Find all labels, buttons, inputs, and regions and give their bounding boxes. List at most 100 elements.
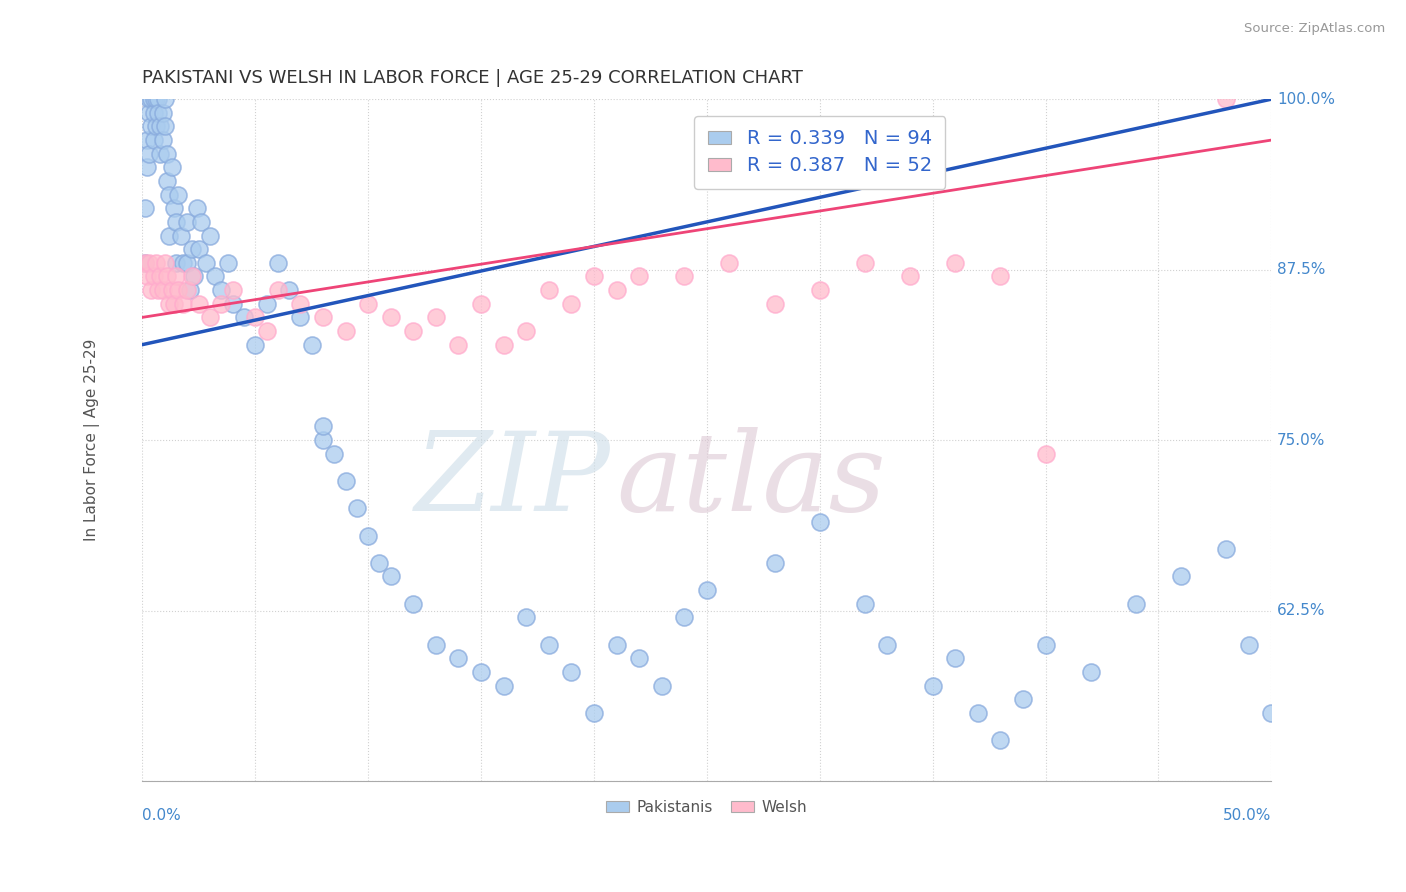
Point — [312, 310, 335, 325]
Point — [160, 161, 183, 175]
Point — [301, 337, 323, 351]
Point — [198, 310, 221, 325]
Point — [153, 92, 176, 106]
Point — [149, 120, 172, 134]
Point — [172, 256, 194, 270]
Point — [141, 283, 163, 297]
Point — [267, 283, 290, 297]
Point — [1125, 597, 1147, 611]
Point — [1080, 665, 1102, 679]
Point — [335, 474, 357, 488]
Point — [165, 256, 187, 270]
Point — [346, 501, 368, 516]
Point — [808, 283, 831, 297]
Text: In Labor Force | Age 25-29: In Labor Force | Age 25-29 — [83, 339, 100, 541]
Point — [172, 297, 194, 311]
Point — [181, 242, 204, 256]
Point — [1237, 638, 1260, 652]
Point — [153, 256, 176, 270]
Point — [492, 337, 515, 351]
Point — [198, 228, 221, 243]
Point — [380, 310, 402, 325]
Point — [138, 92, 160, 106]
Point — [179, 283, 201, 297]
Point — [808, 515, 831, 529]
Point — [425, 638, 447, 652]
Point — [898, 269, 921, 284]
Point — [673, 610, 696, 624]
Point — [582, 269, 605, 284]
Point — [966, 706, 988, 720]
Point — [380, 569, 402, 583]
Point — [142, 105, 165, 120]
Point — [160, 283, 183, 297]
Point — [142, 133, 165, 147]
Point — [278, 283, 301, 297]
Point — [1282, 747, 1305, 761]
Text: 50.0%: 50.0% — [1223, 808, 1271, 823]
Point — [163, 297, 186, 311]
Point — [560, 297, 582, 311]
Point — [763, 297, 786, 311]
Point — [146, 105, 169, 120]
Point — [1305, 665, 1327, 679]
Point — [221, 297, 243, 311]
Point — [696, 583, 718, 598]
Point — [170, 228, 193, 243]
Text: 87.5%: 87.5% — [1277, 262, 1326, 277]
Point — [209, 283, 232, 297]
Point — [138, 105, 160, 120]
Point — [156, 146, 179, 161]
Text: 0.0%: 0.0% — [142, 808, 181, 823]
Point — [135, 161, 157, 175]
Point — [153, 120, 176, 134]
Point — [312, 419, 335, 434]
Point — [142, 92, 165, 106]
Point — [145, 92, 167, 106]
Point — [651, 679, 673, 693]
Point — [447, 337, 470, 351]
Point — [245, 337, 267, 351]
Point — [1035, 638, 1057, 652]
Point — [402, 324, 425, 338]
Point — [152, 283, 174, 297]
Point — [146, 92, 169, 106]
Point — [135, 133, 157, 147]
Point — [176, 215, 198, 229]
Point — [156, 174, 179, 188]
Point — [145, 120, 167, 134]
Point — [176, 283, 198, 297]
Point — [134, 256, 156, 270]
Point — [165, 215, 187, 229]
Point — [1215, 92, 1237, 106]
Point — [537, 283, 560, 297]
Point — [134, 256, 156, 270]
Point — [142, 269, 165, 284]
Point — [181, 269, 204, 284]
Point — [159, 187, 181, 202]
Point — [187, 242, 209, 256]
Point — [138, 256, 160, 270]
Point — [988, 733, 1011, 747]
Point — [853, 256, 876, 270]
Point — [1012, 692, 1035, 706]
Point — [163, 201, 186, 215]
Point — [221, 283, 243, 297]
Point — [267, 256, 290, 270]
Point — [628, 651, 651, 665]
Point — [943, 651, 966, 665]
Point — [357, 528, 380, 542]
Point — [605, 283, 627, 297]
Point — [1260, 706, 1282, 720]
Point — [134, 201, 156, 215]
Point — [256, 297, 278, 311]
Text: 100.0%: 100.0% — [1277, 92, 1334, 107]
Point — [988, 269, 1011, 284]
Point — [209, 297, 232, 311]
Point — [470, 297, 492, 311]
Point — [165, 269, 187, 284]
Point — [290, 297, 312, 311]
Point — [152, 105, 174, 120]
Point — [159, 228, 181, 243]
Point — [186, 201, 208, 215]
